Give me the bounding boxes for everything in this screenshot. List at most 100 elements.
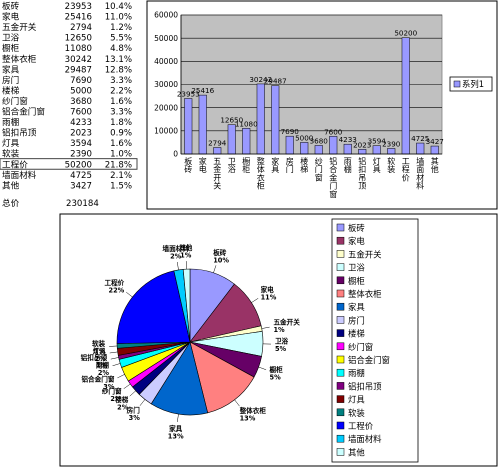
table-cell-name: 楼梯 [2, 84, 20, 96]
pie-legend-swatch [336, 289, 345, 298]
bar-data-label: 30242 [249, 75, 272, 84]
bar-铝合金门窗 [329, 136, 338, 155]
pie-legend-label: 家具 [348, 302, 365, 312]
total-label: 总价 [2, 197, 20, 209]
pie-label-name: 墙面材料 [162, 244, 189, 253]
table-cell-value: 5000 [70, 86, 92, 96]
pie-chart[interactable]: 板砖10%家电11%五金开关1%卫浴5%橱柜5%整体衣柜13%家具13%房门3%… [59, 213, 498, 467]
bar-x-tick-label: 整体衣柜 [257, 156, 265, 191]
pie-leader-line [177, 414, 179, 423]
pie-legend-label: 软装 [348, 408, 365, 418]
bar-橱柜 [242, 128, 251, 155]
table-cell-value: 3427 [70, 181, 92, 191]
pie-legend-label: 楼梯 [348, 329, 365, 339]
table-cell-name: 其他 [2, 179, 20, 191]
pie-label-name: 整体衣柜 [240, 406, 267, 415]
bar-x-tick-label: 灯具 [373, 156, 381, 174]
pie-label-name: 雨棚 [96, 361, 110, 370]
table-cell-value: 12650 [65, 34, 92, 44]
pie-leader-line [109, 351, 118, 354]
pie-data-labels: 板砖10%家电11%五金开关1%卫浴5%橱柜5%整体衣柜13%家具13%房门3%… [81, 243, 301, 440]
table-cell-pct: 1.2% [110, 23, 132, 33]
table-cell-value: 11080 [65, 44, 92, 54]
bar-工程价 [401, 37, 410, 155]
bar-x-tick-label: 其他 [431, 157, 439, 174]
bar-data-label: 25416 [191, 86, 214, 95]
bar-data-label: 11080 [235, 119, 258, 128]
bar-墙面材料 [416, 142, 425, 155]
pie-label-pct: 2% [110, 395, 122, 403]
table-cell-name: 板砖 [2, 0, 20, 12]
table-cell-name: 工程价 [2, 159, 28, 170]
bar-data-label: 23953 [177, 90, 200, 99]
table-cell-name: 五金开关 [2, 21, 37, 33]
pie-leader-line [126, 291, 133, 298]
bar-data-label: 3427 [426, 137, 444, 146]
pie-label-pct: 1% [94, 347, 106, 355]
table-cell-pct: 2.1% [110, 171, 132, 181]
bar-data-label: 3594 [368, 137, 387, 146]
bar-y-tick-label: 40000 [154, 57, 178, 66]
bar-其他 [430, 145, 439, 155]
table-cell-name: 卫浴 [2, 33, 20, 44]
pie-leader-line [110, 357, 119, 360]
pie-label-pct: 2% [170, 253, 182, 261]
pie-legend-swatch [336, 250, 345, 258]
bar-x-tick-label: 铝扣吊顶 [358, 156, 366, 191]
bar-chart[interactable]: 0 10000 20000 30000 40000 50000 60000 23953254… [146, 0, 498, 210]
bar-雨棚 [343, 143, 352, 155]
selected-row-highlight[interactable] [0, 158, 138, 170]
table-cell-pct: 1.8% [110, 118, 132, 128]
pie-label-pct: 13% [240, 415, 256, 423]
pie-label-name: 楼梯 [115, 395, 129, 404]
pie-legend-label: 铝扣吊顶 [348, 381, 382, 391]
bar-x-tick-label: 雨棚 [344, 157, 352, 174]
table-cell-value: 25416 [65, 13, 92, 23]
pie-label-pct: 2% [117, 403, 129, 411]
pie-label-pct: 13% [168, 432, 184, 440]
bar-y-tick-label: 30000 [154, 80, 178, 89]
bar-data-label: 50200 [394, 29, 417, 38]
pie-legend-swatch [336, 355, 345, 364]
pie-leader-line [234, 399, 240, 407]
pie-slice-工程价 [116, 270, 191, 344]
table-cell-pct: 4.8% [110, 44, 132, 54]
bar-data-label: 2023 [353, 140, 371, 149]
pie-label-name: 五金开关 [273, 317, 300, 326]
table-cell-value: 4725 [70, 171, 92, 181]
table-cell-pct: 11.0% [105, 13, 132, 23]
pie-legend-swatch [336, 329, 345, 337]
pie-legend-swatch [336, 408, 345, 417]
bar-data-label: 12650 [220, 116, 243, 125]
bar-铝扣吊顶 [358, 149, 367, 155]
bar-gridlines [181, 14, 442, 132]
pie-legend-label: 整体衣柜 [348, 289, 382, 299]
pie-legend-label: 灯具 [348, 395, 365, 405]
pie-label-name: 房门 [127, 406, 141, 415]
pie-label-name: 铝扣吊顶 [81, 353, 108, 362]
bar-data-label: 2794 [208, 139, 227, 148]
table-cell-value: 29487 [65, 65, 92, 75]
bar-房门 [285, 135, 294, 155]
pie-legend-label: 雨棚 [348, 368, 365, 378]
bar-x-tick-label: 铝合金门窗 [329, 156, 337, 199]
bar-data-label: 3680 [310, 136, 329, 145]
pie-label-pct: 1% [96, 362, 108, 370]
bar-legend: 系列1 [449, 76, 493, 92]
pie-label-name: 板砖 [213, 248, 227, 257]
bar-y-tick-label: 60000 [154, 11, 178, 20]
pie-legend-label: 其他 [348, 447, 365, 457]
data-table: 板砖 23953 10.4% 家电 25416 11.0% 五金开关 2794 1.2% 卫浴 12… [0, 0, 138, 209]
bar-x-tick-label: 卫浴 [228, 157, 236, 174]
pie-label-pct: 1% [273, 326, 285, 334]
pie-legend-label: 五金开关 [348, 249, 382, 259]
bar-x-tick-label: 墙面材料 [416, 156, 424, 191]
bar-y-tick-label: 0 [173, 150, 178, 159]
bar-整体衣柜 [256, 83, 265, 155]
pie-legend-label: 纱门窗 [348, 342, 373, 352]
bar-卫浴 [227, 124, 236, 155]
pie-label-pct: 10% [213, 256, 229, 264]
bar-家具 [271, 85, 280, 155]
pie-label-pct: 5% [275, 345, 287, 353]
bar-legend-label: 系列1 [462, 79, 484, 89]
